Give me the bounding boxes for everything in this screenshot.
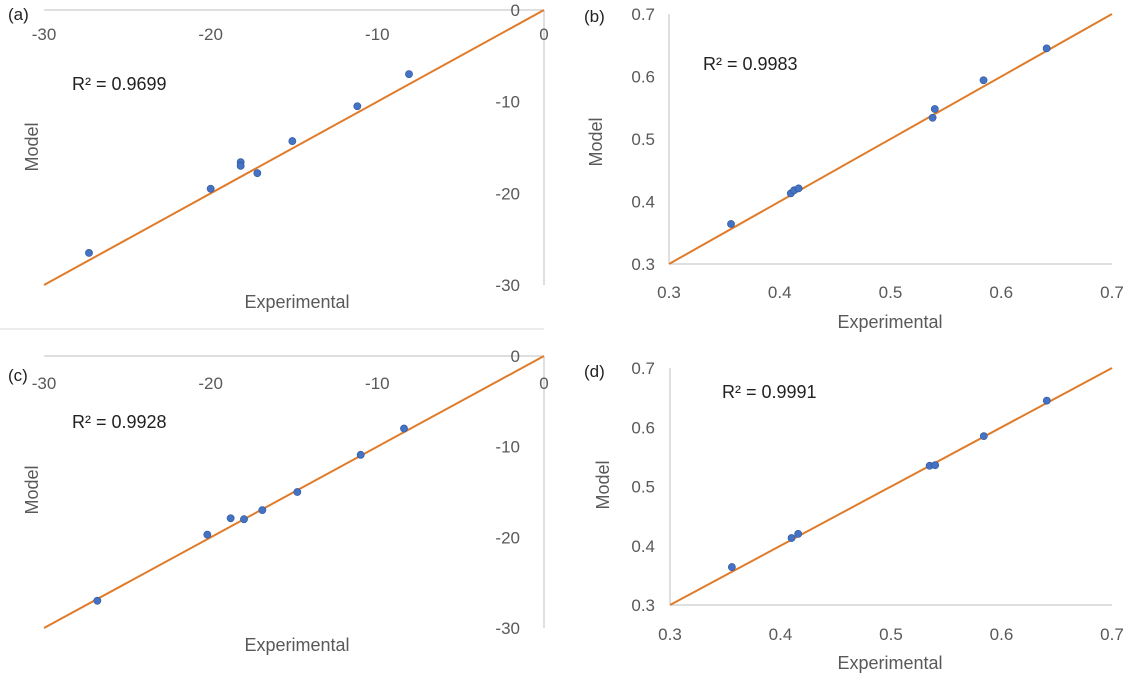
data-point [203, 530, 212, 539]
data-point [979, 432, 988, 441]
y-tick-label: 0.6 [631, 418, 655, 437]
data-point [236, 161, 245, 170]
y-tick-label: 0.7 [631, 359, 655, 378]
y-tick-label: 0.7 [631, 5, 655, 24]
y-tick-label: -20 [495, 184, 520, 203]
y-tick-label: 0 [511, 347, 520, 366]
y-tick-label: -30 [495, 619, 520, 638]
x-axis-title: Experimental [837, 653, 942, 673]
y-tick-label: -30 [495, 276, 520, 295]
y-axis-title: Model [593, 460, 613, 509]
data-point [794, 184, 803, 193]
trendline [668, 13, 1113, 265]
data-point [93, 596, 102, 605]
x-tick-label: 0.3 [658, 625, 682, 644]
data-point [85, 249, 93, 257]
data-point [226, 514, 235, 523]
panel-label: (b) [584, 7, 605, 26]
x-tick-label: -30 [32, 25, 57, 44]
data-point [293, 488, 302, 496]
data-point [928, 113, 937, 122]
panels: -30 -20 -10 00-10-20-30(a)R² = 0.9699Experi… [0, 1, 1124, 673]
y-axis-title: Model [586, 117, 606, 166]
r-squared-annotation: R² = 0.9991 [722, 382, 817, 402]
x-tick-label: 0.4 [768, 283, 792, 302]
y-tick-label: 0.5 [631, 478, 655, 497]
y-tick-label: 0.6 [631, 68, 655, 87]
y-tick-label: -10 [495, 93, 520, 112]
x-tick-label: -20 [198, 25, 223, 44]
chart-panel-4: 0.3 0.4 0.5 0.6 0.7 0.7 0.6 0.5 0.4 0.3 (d) R² = 0.… [584, 359, 1124, 673]
data-point [931, 461, 940, 470]
data-point [794, 530, 803, 538]
y-tick-label: -10 [495, 438, 520, 457]
y-axis-title: Model [22, 465, 42, 514]
data-point [206, 184, 215, 193]
x-tick-label: 0.6 [990, 625, 1014, 644]
y-tick-label: 0.5 [631, 130, 655, 149]
data-point [240, 515, 248, 524]
panel-label: (c) [8, 366, 28, 385]
data-point [727, 563, 736, 571]
x-tick-label: -30 [32, 374, 57, 393]
data-point [1042, 44, 1051, 53]
data-point [930, 105, 939, 113]
r-squared-annotation: R² = 0.9928 [72, 412, 167, 432]
x-axis-title: Experimental [244, 635, 349, 655]
panel-label: (d) [584, 362, 605, 381]
x-tick-label: 0.3 [657, 283, 681, 302]
x-axis-title: Experimental [837, 312, 942, 332]
x-tick-label: 0.4 [769, 625, 793, 644]
data-point [258, 506, 267, 515]
data-point [353, 102, 362, 111]
x-tick-label: 0.6 [989, 283, 1013, 302]
y-tick-label: -20 [495, 528, 520, 547]
x-tick-label: 0.7 [1100, 283, 1124, 302]
y-tick-label: 0.4 [631, 193, 655, 212]
trendline [669, 367, 1113, 606]
x-tick-label: -10 [365, 25, 390, 44]
x-tick-label: 0.5 [879, 283, 903, 302]
x-tick-label: 0 [539, 374, 548, 393]
data-point [727, 220, 735, 228]
chart-panel-2: 0.3 0.4 0.5 0.6 0.7 0.7 0.6 0.5 0.4 0.3 (b) R² = 0.… [584, 5, 1124, 332]
data-point [253, 169, 262, 178]
y-tick-label: 0.4 [631, 537, 655, 556]
data-point [979, 76, 988, 85]
x-axis-title: Experimental [244, 292, 349, 312]
chart-panel-3: -30 -20 -10 00-10-20-30(c)R² = 0.9928Experi… [0, 328, 549, 655]
x-tick-label: 0 [539, 25, 548, 44]
data-point [288, 137, 297, 145]
y-tick-label: 0 [511, 1, 520, 20]
data-point [405, 70, 413, 79]
x-tick-label: 0.5 [879, 625, 903, 644]
y-axis-title: Model [22, 122, 42, 171]
r-squared-annotation: R² = 0.9699 [72, 74, 167, 94]
x-tick-label: -10 [365, 374, 390, 393]
data-point [787, 534, 796, 542]
y-tick-label: 0.3 [631, 596, 655, 615]
trendline [43, 9, 545, 286]
y-tick-label: 0.3 [631, 255, 655, 274]
chart-panel-1: -30 -20 -10 00-10-20-30(a)R² = 0.9699Experi… [8, 1, 549, 312]
x-tick-label: -20 [198, 374, 223, 393]
r-squared-annotation: R² = 0.9983 [703, 54, 798, 74]
panel-label: (a) [8, 5, 29, 24]
x-tick-label: 0.7 [1100, 625, 1124, 644]
data-point [356, 450, 365, 459]
data-point [1042, 396, 1051, 405]
data-point [400, 424, 408, 433]
